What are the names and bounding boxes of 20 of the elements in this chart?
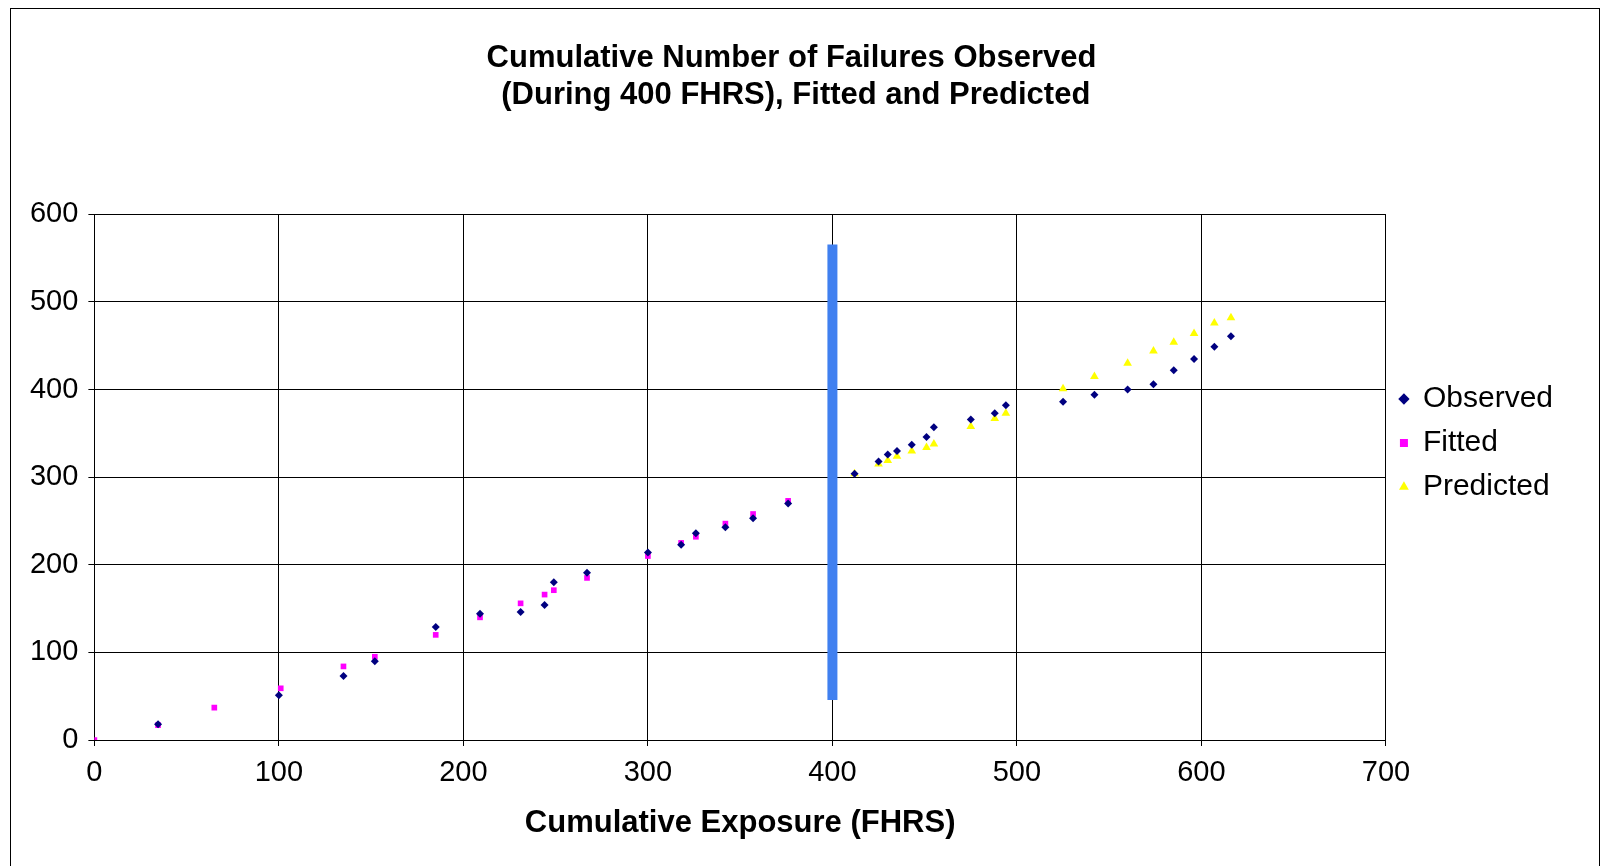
legend-label: Observed [1422, 380, 1554, 414]
legend-label: Predicted [1422, 468, 1550, 502]
x-tick-label: 500 [992, 755, 1042, 788]
y-tick-label: 200 [29, 546, 79, 579]
legend-label: Fitted [1422, 424, 1498, 458]
x-tick-label: 700 [1361, 755, 1411, 788]
x-axis-title: Cumulative Exposure (FHRS) [524, 803, 956, 839]
y-tick-label: 600 [29, 196, 79, 229]
y-tick-label: 500 [29, 284, 79, 316]
x-tick-label: 400 [808, 755, 857, 788]
y-tick-label: 0 [62, 722, 79, 754]
x-tick-label: 600 [1177, 755, 1226, 788]
y-tick-label: 100 [29, 634, 79, 667]
chart-title: Cumulative Number of Failures Observed (During 400 FHRS), Fitted and Predicted [486, 39, 1097, 112]
x-tick-label: 100 [254, 755, 304, 788]
x-tick-label: 200 [439, 755, 488, 788]
y-tick-label: 300 [29, 459, 79, 492]
x-tick-label: 0 [86, 755, 103, 788]
y-tick-label: 400 [29, 371, 79, 404]
x-tick-label: 300 [623, 755, 673, 788]
